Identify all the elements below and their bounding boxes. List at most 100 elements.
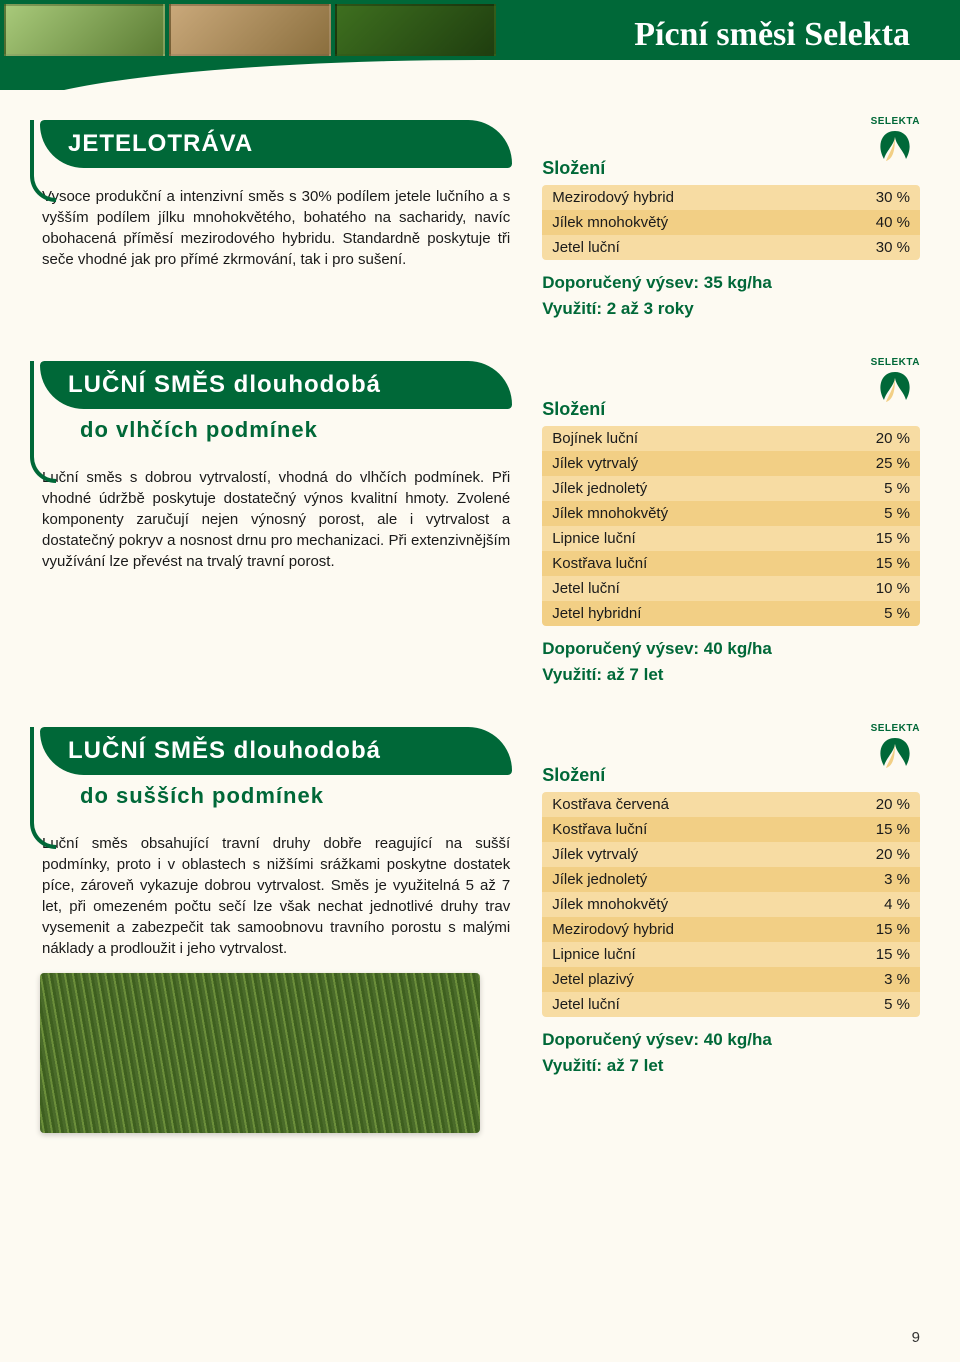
comp-name: Jetel plazivý [542, 967, 815, 992]
comp-pct: 10 % [812, 576, 920, 601]
recommend-usage: Využití: 2 až 3 roky [542, 296, 920, 322]
comp-name: Jílek mnohokvětý [542, 892, 815, 917]
brand-leaf-icon [872, 127, 918, 173]
brand-logo: SELEKTA [871, 116, 920, 173]
table-row: Jetel luční5 % [542, 992, 920, 1017]
product-title-bar: JETELOTRÁVA [40, 120, 512, 168]
table-row: Jetel luční30 % [542, 235, 920, 260]
comp-pct: 20 % [815, 842, 920, 867]
composition-table: Kostřava červená20 % Kostřava luční15 % … [542, 792, 920, 1017]
table-row: Jílek jednoletý5 % [542, 476, 920, 501]
comp-name: Kostřava červená [542, 792, 815, 817]
banner-tab: Pícní směsi Selekta [520, 0, 940, 70]
product-left: LUČNÍ SMĚS dlouhodobá do vlhčích podmíne… [40, 361, 512, 687]
header-photo-strip [0, 0, 500, 60]
recommendation: Doporučený výsev: 40 kg/ha Využití: až 7… [542, 1027, 920, 1078]
comp-pct: 15 % [815, 817, 920, 842]
comp-name: Jílek jednoletý [542, 867, 815, 892]
composition-table: Mezirodový hybrid30 % Jílek mnohokvětý40… [542, 185, 920, 260]
product-block: LUČNÍ SMĚS dlouhodobá do vlhčích podmíne… [40, 361, 920, 687]
composition-label: Složení [542, 765, 920, 786]
product-title: JETELOTRÁVA [68, 130, 490, 158]
table-row: Jetel hybridní5 % [542, 601, 920, 626]
comp-pct: 25 % [812, 451, 920, 476]
table-row: Jetel plazivý3 % [542, 967, 920, 992]
product-right: SELEKTA Složení Mezirodový hybrid30 % Jí… [542, 120, 920, 321]
comp-name: Bojínek luční [542, 426, 812, 451]
comp-name: Jílek mnohokvětý [542, 501, 812, 526]
table-row: Lipnice luční15 % [542, 942, 920, 967]
brand-name: SELEKTA [871, 723, 920, 734]
recommend-sowing: Doporučený výsev: 40 kg/ha [542, 636, 920, 662]
top-banner: Pícní směsi Selekta [0, 0, 960, 90]
comp-name: Lipnice luční [542, 942, 815, 967]
recommendation: Doporučený výsev: 35 kg/ha Využití: 2 až… [542, 270, 920, 321]
product-title: LUČNÍ SMĚS dlouhodobá [68, 371, 490, 399]
product-title: LUČNÍ SMĚS dlouhodobá [68, 737, 490, 765]
comp-pct: 20 % [815, 792, 920, 817]
comp-name: Kostřava luční [542, 551, 812, 576]
comp-name: Jílek mnohokvětý [542, 210, 815, 235]
comp-pct: 30 % [815, 235, 920, 260]
brand-logo: SELEKTA [871, 357, 920, 414]
comp-name: Mezirodový hybrid [542, 917, 815, 942]
comp-name: Mezirodový hybrid [542, 185, 815, 210]
product-left: LUČNÍ SMĚS dlouhodobá do sušších podmíne… [40, 727, 512, 1133]
table-row: Jílek mnohokvětý5 % [542, 501, 920, 526]
product-description: Vysoce produkční a intenzivní směs s 30%… [40, 180, 512, 276]
product-left: JETELOTRÁVA Vysoce produkční a intenzivn… [40, 120, 512, 321]
comp-name: Jetel hybridní [542, 601, 812, 626]
brand-name: SELEKTA [871, 357, 920, 368]
brand-leaf-icon [872, 368, 918, 414]
recommend-usage: Využití: až 7 let [542, 1053, 920, 1079]
comp-pct: 5 % [815, 992, 920, 1017]
table-row: Jílek mnohokvětý4 % [542, 892, 920, 917]
product-description: Luční směs s dobrou vytrvalostí, vhodná … [40, 461, 512, 578]
comp-name: Jílek jednoletý [542, 476, 812, 501]
comp-name: Jetel luční [542, 235, 815, 260]
brand-name: SELEKTA [871, 116, 920, 127]
table-row: Mezirodový hybrid15 % [542, 917, 920, 942]
product-block: JETELOTRÁVA Vysoce produkční a intenzivn… [40, 120, 920, 321]
comp-pct: 4 % [815, 892, 920, 917]
product-block: LUČNÍ SMĚS dlouhodobá do sušších podmíne… [40, 727, 920, 1133]
grass-photo [40, 973, 480, 1133]
product-right: SELEKTA Složení Bojínek luční20 % Jílek … [542, 361, 920, 687]
composition-label: Složení [542, 399, 920, 420]
table-row: Bojínek luční20 % [542, 426, 920, 451]
brand-logo: SELEKTA [871, 723, 920, 780]
table-row: Mezirodový hybrid30 % [542, 185, 920, 210]
comp-name: Lipnice luční [542, 526, 812, 551]
table-row: Kostřava červená20 % [542, 792, 920, 817]
product-title-bar: LUČNÍ SMĚS dlouhodobá [40, 361, 512, 409]
comp-name: Jílek vytrvalý [542, 842, 815, 867]
header-photo [335, 4, 496, 56]
comp-pct: 20 % [812, 426, 920, 451]
comp-name: Jetel luční [542, 576, 812, 601]
page-number: 9 [912, 1329, 920, 1346]
comp-pct: 15 % [812, 551, 920, 576]
header-photo [169, 4, 330, 56]
comp-pct: 3 % [815, 967, 920, 992]
comp-pct: 5 % [812, 601, 920, 626]
product-title-bar: LUČNÍ SMĚS dlouhodobá [40, 727, 512, 775]
composition-label: Složení [542, 158, 920, 179]
table-row: Kostřava luční15 % [542, 817, 920, 842]
page-content: JETELOTRÁVA Vysoce produkční a intenzivn… [0, 90, 960, 1193]
brand-leaf-icon [872, 734, 918, 780]
table-row: Jetel luční10 % [542, 576, 920, 601]
table-row: Lipnice luční15 % [542, 526, 920, 551]
table-row: Jílek vytrvalý20 % [542, 842, 920, 867]
table-row: Jílek jednoletý3 % [542, 867, 920, 892]
recommendation: Doporučený výsev: 40 kg/ha Využití: až 7… [542, 636, 920, 687]
product-subtitle: do vlhčích podmínek [40, 411, 512, 449]
table-row: Jílek mnohokvětý40 % [542, 210, 920, 235]
product-right: SELEKTA Složení Kostřava červená20 % Kos… [542, 727, 920, 1133]
header-photo [4, 4, 165, 56]
recommend-usage: Využití: až 7 let [542, 662, 920, 688]
comp-pct: 15 % [815, 942, 920, 967]
comp-pct: 30 % [815, 185, 920, 210]
product-title-wrap: JETELOTRÁVA [40, 120, 512, 168]
comp-pct: 15 % [812, 526, 920, 551]
product-description: Luční směs obsahující travní druhy dobře… [40, 827, 512, 965]
